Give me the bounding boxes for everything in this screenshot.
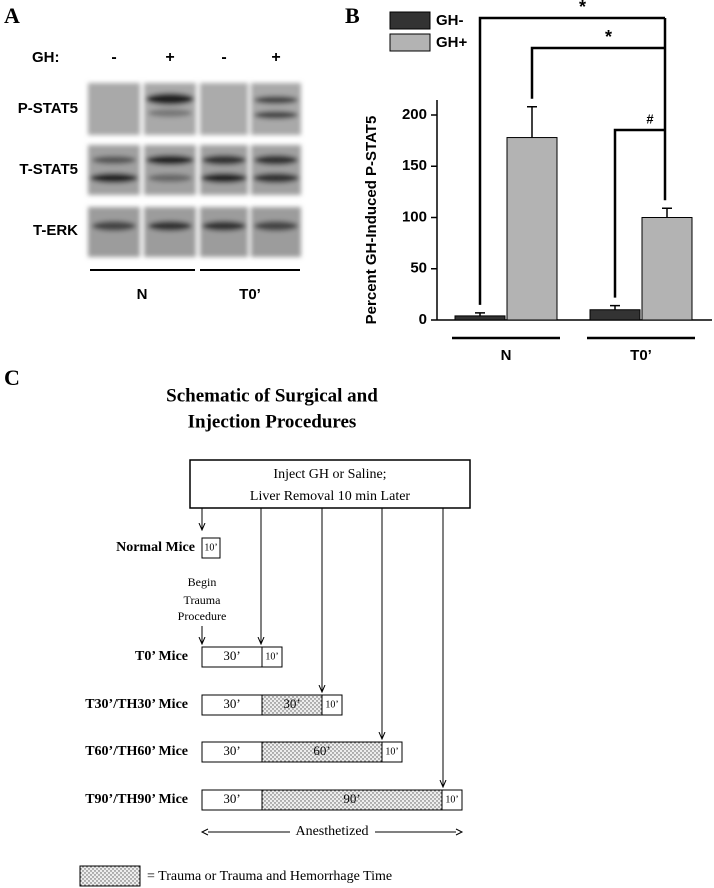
blot <box>88 83 301 257</box>
group-label: T0’ <box>239 286 261 303</box>
group-label: N <box>137 286 148 303</box>
significance: * <box>605 27 612 47</box>
row-label: T30’/TH30’ Mice <box>85 697 188 712</box>
segment-label: 30’ <box>223 791 240 806</box>
bar <box>641 217 693 321</box>
bracket <box>478 16 665 305</box>
legend-text: = Trauma or Trauma and Hemorrhage Time <box>147 869 392 884</box>
error-bar <box>527 106 537 138</box>
segment-label: 10’ <box>385 746 398 757</box>
gh-sign: - <box>221 49 226 66</box>
gh-sign: + <box>271 49 280 66</box>
segment-label: 30’ <box>223 743 240 758</box>
segment <box>261 646 283 668</box>
legend-label: GH+ <box>436 34 468 51</box>
y-tick-label: 150 <box>402 157 427 174</box>
y-tick-label: 50 <box>410 260 427 277</box>
y-axis-title: Percent GH-Induced P-STAT5 <box>363 116 380 325</box>
panel-label: B <box>345 3 360 28</box>
gh-label: GH: <box>32 49 60 66</box>
inject-text: Inject GH or Saline; <box>273 467 386 482</box>
error-bar <box>475 312 485 316</box>
row-label: T-ERK <box>33 222 78 239</box>
significance: # <box>646 111 654 126</box>
begin-text: Begin <box>188 575 217 589</box>
y-tick-label: 100 <box>402 208 427 225</box>
segment-label: 90’ <box>343 791 360 806</box>
y-tick-label: 0 <box>419 311 427 328</box>
significance: * <box>579 0 586 17</box>
bar <box>454 315 506 321</box>
bar <box>506 137 558 321</box>
segment-label: 10’ <box>325 699 338 710</box>
schematic <box>79 459 471 887</box>
segment-label: 10’ <box>204 542 217 553</box>
panel-label: A <box>4 3 20 28</box>
segment-label: 10’ <box>445 794 458 805</box>
row-label: P-STAT5 <box>18 100 78 117</box>
gh-sign: - <box>111 49 116 66</box>
legend-swatch <box>389 33 431 52</box>
bracket <box>613 128 665 298</box>
anesthetized: Anesthetized <box>295 824 368 839</box>
begin-text: Trauma <box>184 593 222 607</box>
row-label: Normal Mice <box>116 540 195 555</box>
schematic-title: Injection Procedures <box>188 411 357 432</box>
row-label: T-STAT5 <box>19 161 78 178</box>
bracket <box>530 46 665 99</box>
panel-label: C <box>4 365 20 390</box>
y-tick-label: 200 <box>402 106 427 123</box>
error-bar <box>610 304 620 310</box>
segment-label: 30’ <box>223 696 240 711</box>
schematic-title: Schematic of Surgical and <box>166 385 378 406</box>
x-tick-label: T0’ <box>630 347 652 364</box>
segment-label: 30’ <box>223 648 240 663</box>
error-bar <box>662 207 672 218</box>
gh-sign: + <box>165 49 174 66</box>
segment-label: 30’ <box>283 696 300 711</box>
segment <box>321 694 343 716</box>
inject-text: Liver Removal 10 min Later <box>250 489 411 504</box>
legend-label: GH- <box>436 12 464 29</box>
begin-text: Procedure <box>178 609 227 623</box>
legend-swatch <box>389 11 431 30</box>
row-label: T90’/TH90’ Mice <box>85 792 188 807</box>
row-label: T0’ Mice <box>135 649 188 664</box>
row-label: T60’/TH60’ Mice <box>85 744 188 759</box>
x-tick-label: N <box>501 347 512 364</box>
bar <box>589 309 641 321</box>
segment <box>441 789 463 811</box>
segment <box>381 741 403 763</box>
segment-label: 10’ <box>265 651 278 662</box>
segment-label: 60’ <box>313 743 330 758</box>
